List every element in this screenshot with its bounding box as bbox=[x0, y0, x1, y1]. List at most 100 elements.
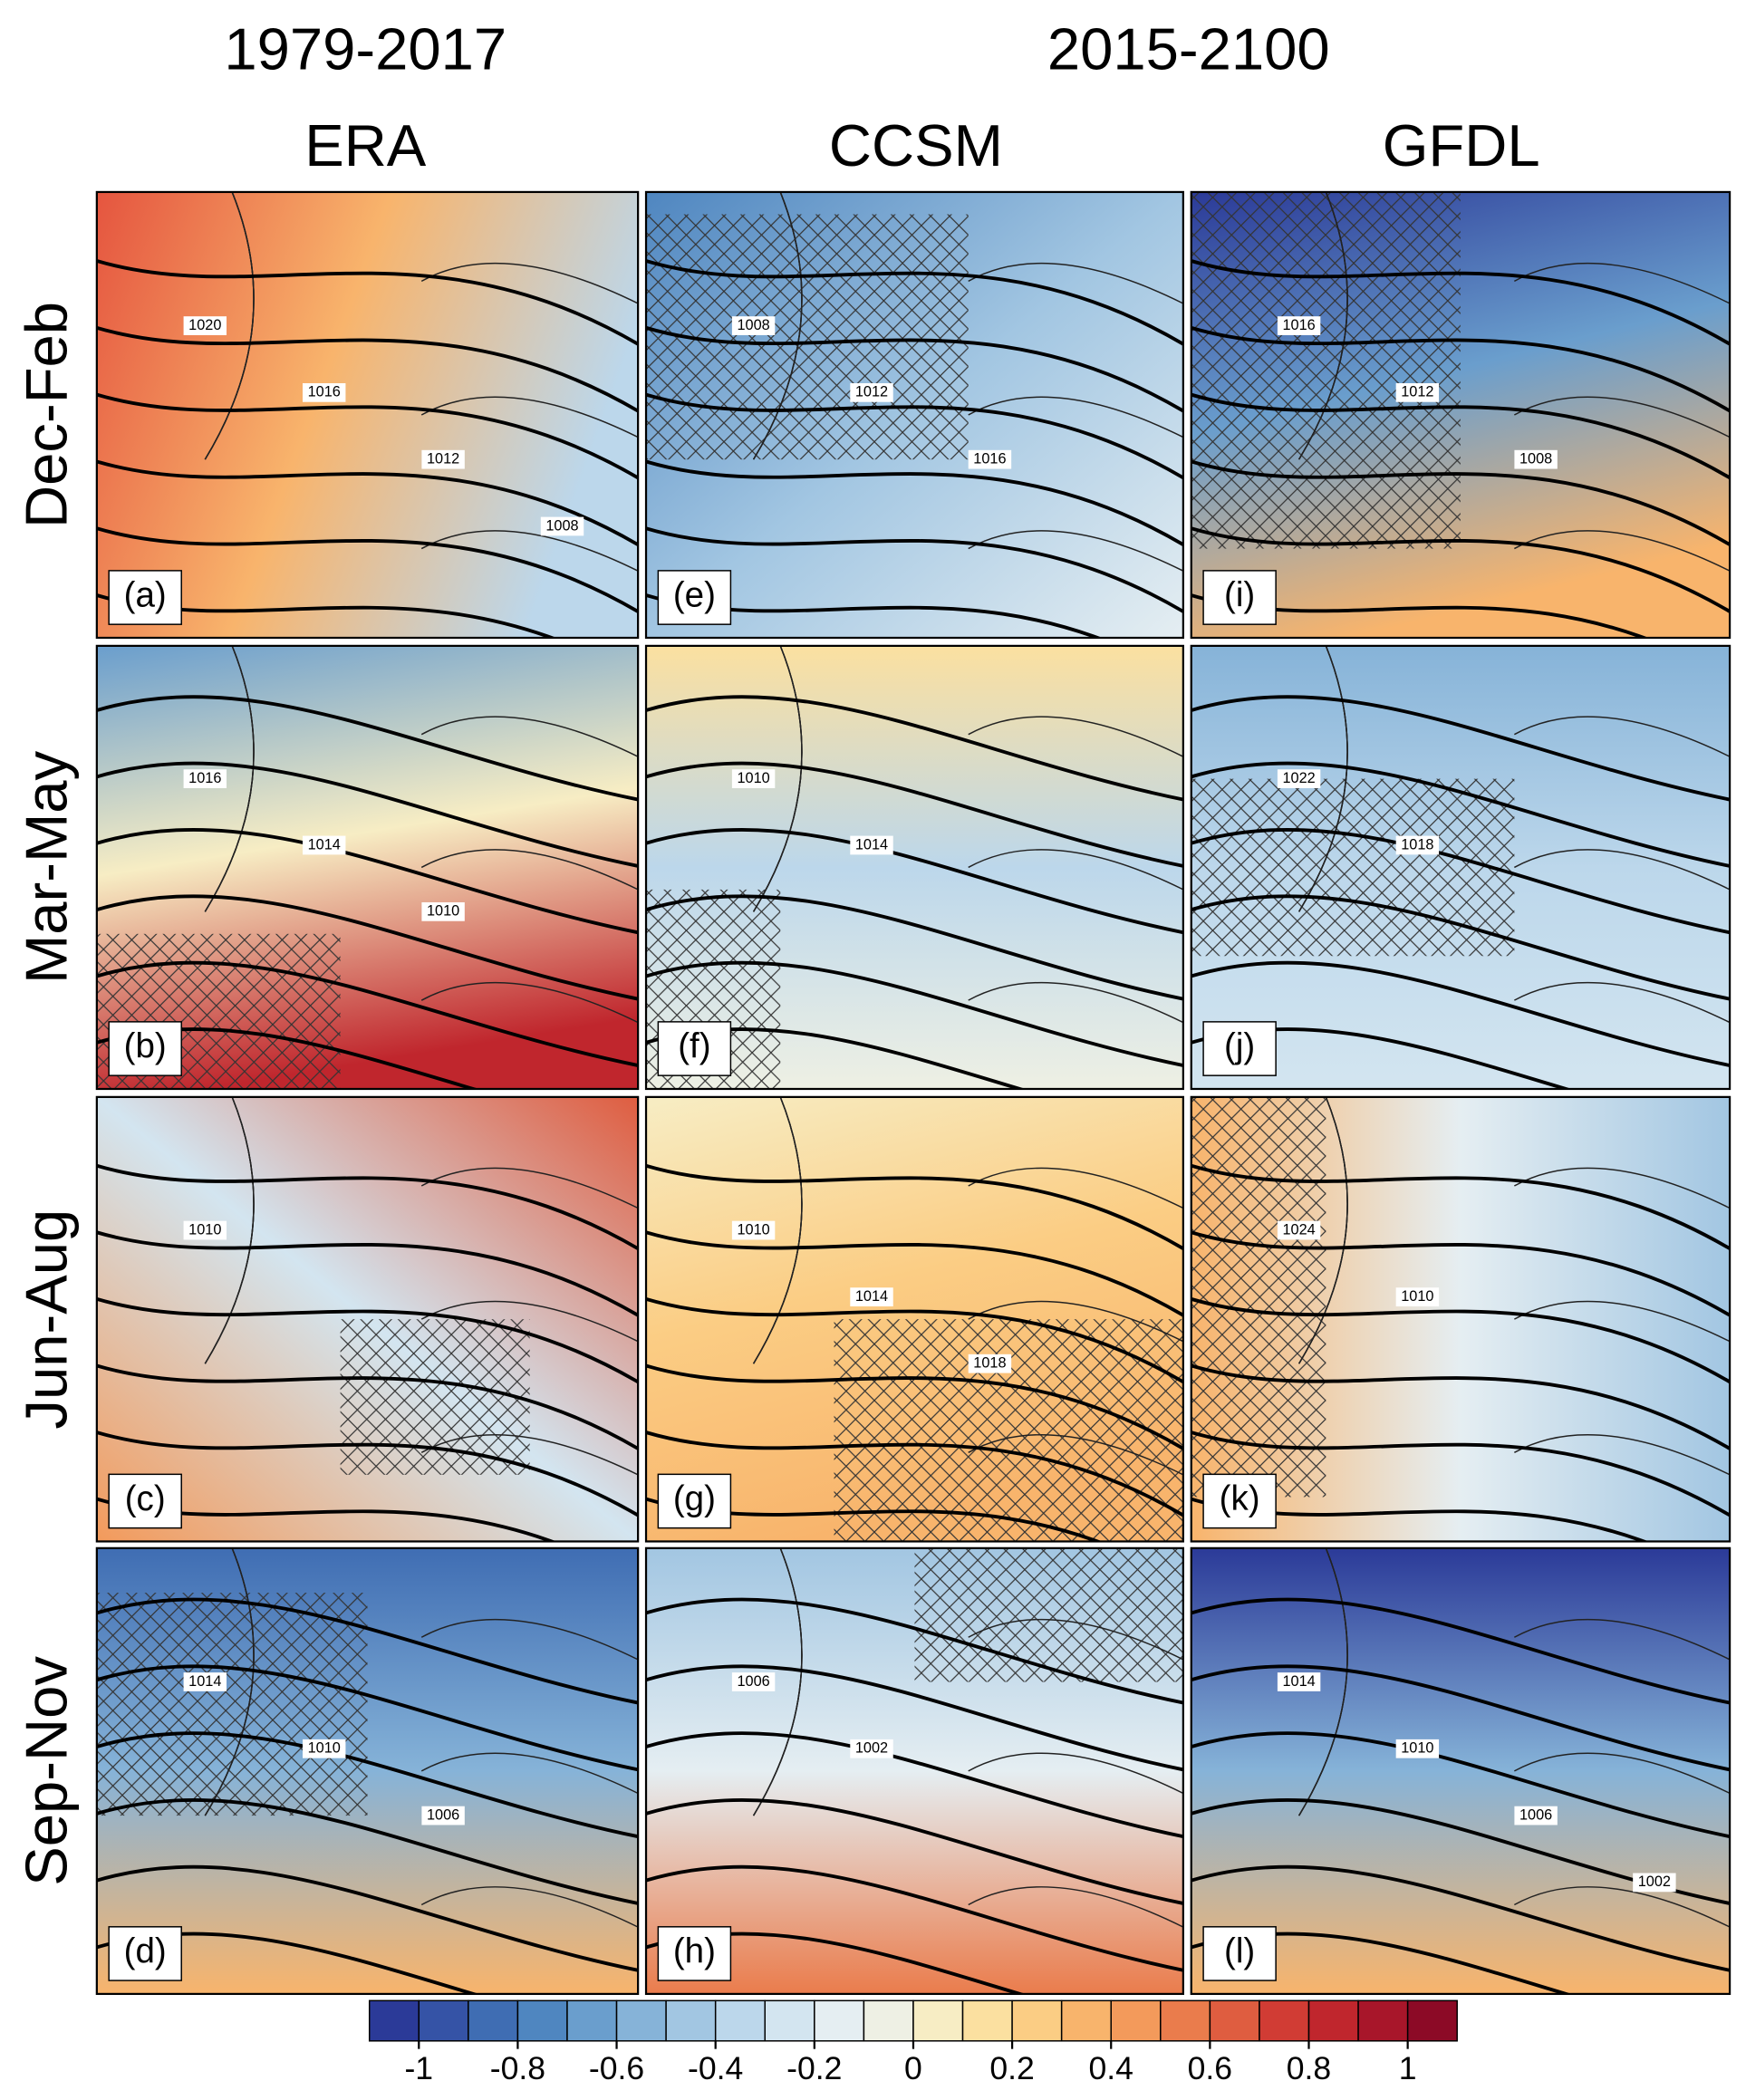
panel-label: (d) bbox=[124, 1932, 167, 1971]
map-panel bbox=[1191, 645, 1731, 1089]
panel-label-box bbox=[1202, 570, 1277, 625]
map-panel bbox=[1191, 191, 1731, 638]
significance-hatch bbox=[1191, 778, 1515, 957]
colorbar-tick-label: 0.2 bbox=[989, 2050, 1034, 2086]
isobar bbox=[646, 392, 1183, 480]
coastline bbox=[1297, 1096, 1731, 1476]
colorbar-box bbox=[368, 1999, 420, 2042]
colorbar-tick-label: -1 bbox=[404, 2050, 433, 2086]
isobar bbox=[646, 761, 1183, 868]
coastline bbox=[752, 191, 1183, 572]
panel-label: (c) bbox=[125, 1479, 166, 1518]
contour-label: 1006 bbox=[427, 1806, 459, 1823]
contour-label-box bbox=[850, 835, 893, 855]
contour-label: 1008 bbox=[1519, 450, 1552, 467]
colorbar-tick-label: 0.8 bbox=[1287, 2050, 1331, 2086]
significance-hatch bbox=[1191, 1096, 1326, 1498]
contour-label-box bbox=[850, 1739, 893, 1758]
isobar bbox=[1191, 1230, 1731, 1318]
isobar bbox=[646, 1430, 1183, 1517]
period-header: 2015-2100 bbox=[1047, 16, 1330, 82]
contour-label: 1012 bbox=[1401, 384, 1433, 400]
colorbar-tick-label: 0 bbox=[904, 2050, 922, 2086]
coastline bbox=[752, 645, 1183, 1024]
isobar bbox=[1191, 1864, 1731, 1972]
isobar bbox=[1191, 459, 1731, 547]
isobar bbox=[1191, 828, 1731, 935]
panel-label: (i) bbox=[1224, 576, 1255, 615]
contour-label: 1018 bbox=[973, 1355, 1006, 1372]
panel-label-box bbox=[108, 1021, 182, 1076]
contour-label-box bbox=[1633, 1873, 1676, 1893]
significance-hatch bbox=[96, 1593, 368, 1816]
panel-label: (j) bbox=[1224, 1027, 1255, 1066]
contour-label-box bbox=[1277, 769, 1321, 788]
contour-label-box bbox=[1395, 1739, 1440, 1758]
panel-label: (h) bbox=[673, 1932, 716, 1971]
contour-label: 1010 bbox=[737, 770, 769, 786]
isobar bbox=[96, 1430, 639, 1517]
contour-label-box bbox=[1277, 316, 1321, 335]
colorbar-tick-label: -0.2 bbox=[786, 2050, 842, 2086]
contour-label-box bbox=[850, 1287, 893, 1307]
colorbar-box bbox=[418, 1999, 469, 2042]
isobar bbox=[646, 1664, 1183, 1772]
season-label: Mar-May bbox=[14, 750, 80, 984]
isobar bbox=[96, 1296, 639, 1384]
map-panel bbox=[1191, 1096, 1731, 1542]
colorbar-tick-label: 0.6 bbox=[1188, 2050, 1232, 2086]
panel-label-box bbox=[1202, 1021, 1277, 1076]
panel-label-box bbox=[657, 1021, 732, 1076]
isobar bbox=[1191, 894, 1731, 1001]
colorbar-box bbox=[1357, 1999, 1409, 2042]
coastline bbox=[752, 1547, 1183, 1928]
isobar bbox=[1191, 1664, 1731, 1772]
colorbar-box bbox=[961, 1999, 1013, 2042]
contour-label-box bbox=[421, 901, 465, 921]
isobar bbox=[96, 1597, 639, 1705]
contour-label-box bbox=[1514, 449, 1558, 469]
contour-label-box bbox=[302, 1739, 346, 1758]
contour-label: 1014 bbox=[308, 836, 341, 853]
isobar bbox=[1191, 695, 1731, 802]
colorbar-box bbox=[1011, 1999, 1063, 2042]
isobar bbox=[96, 1363, 639, 1451]
model-header: CCSM bbox=[829, 112, 1003, 178]
contour-label: 1006 bbox=[1519, 1806, 1552, 1823]
colorbar-box bbox=[863, 1999, 914, 2042]
colorbar-tick-label: 0.4 bbox=[1089, 2050, 1133, 2086]
contour-label: 1024 bbox=[1282, 1221, 1315, 1238]
isobar bbox=[96, 1163, 639, 1251]
coastline bbox=[752, 1096, 1183, 1476]
map-panel bbox=[96, 1547, 639, 1994]
colorbar-box bbox=[516, 1999, 568, 2042]
contour-label: 1022 bbox=[1282, 770, 1315, 786]
isobar bbox=[96, 894, 639, 1001]
contour-label: 1018 bbox=[1401, 836, 1433, 853]
contour-label-box bbox=[850, 382, 893, 402]
contour-label-box bbox=[183, 1220, 227, 1240]
isobar bbox=[96, 1230, 639, 1318]
contour-label: 1008 bbox=[545, 517, 578, 534]
coastline bbox=[1297, 645, 1731, 1024]
colorbar-tick-label: -0.4 bbox=[688, 2050, 743, 2086]
contour-label: 1010 bbox=[737, 1221, 769, 1238]
period-header: 1979-2017 bbox=[224, 16, 506, 82]
isobar bbox=[646, 1864, 1183, 1972]
panel-label: (b) bbox=[124, 1027, 167, 1066]
panel-frame bbox=[1190, 1546, 1732, 1996]
contour-label-box bbox=[1395, 382, 1440, 402]
isobar bbox=[96, 828, 639, 935]
isobar bbox=[1191, 1296, 1731, 1384]
map-panel bbox=[96, 191, 639, 638]
coastline bbox=[1297, 191, 1731, 572]
panel-label-box bbox=[1202, 1926, 1277, 1981]
panel-label-box bbox=[108, 570, 182, 625]
isobar bbox=[646, 459, 1183, 547]
panel-label: (k) bbox=[1220, 1479, 1260, 1518]
isobar bbox=[646, 325, 1183, 413]
model-header: ERA bbox=[304, 112, 427, 178]
contour-label: 1012 bbox=[427, 450, 459, 467]
colorbar-box bbox=[1110, 1999, 1162, 2042]
